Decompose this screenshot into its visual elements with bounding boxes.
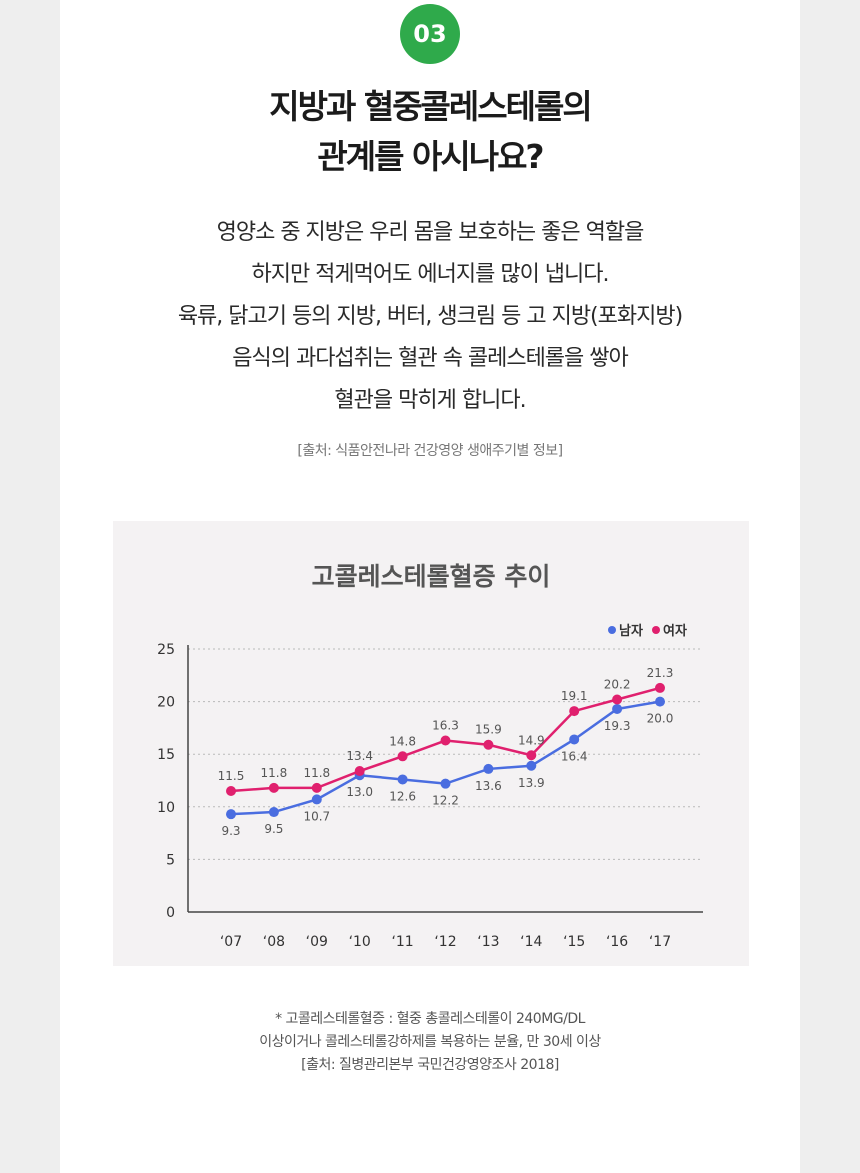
- data-point: [483, 763, 494, 774]
- data-point: [612, 694, 623, 705]
- x-tick-label: ‘17: [649, 934, 671, 950]
- chart-grid: [188, 648, 703, 860]
- data-point: [268, 807, 279, 818]
- data-label: 19.1: [561, 689, 588, 703]
- data-label: 9.3: [221, 824, 240, 838]
- x-tick-label: ‘10: [349, 934, 371, 950]
- source-citation: [출처: 식품안전나라 건강영양 생애주기별 정보]: [297, 443, 563, 459]
- body-line-4: 음식의 과다섭취는 혈관 속 콜레스테롤을 쌓아: [232, 346, 629, 371]
- data-point: [569, 734, 580, 745]
- body-line-5: 혈관을 막히게 합니다.: [334, 388, 526, 413]
- data-point: [483, 739, 494, 750]
- legend-marker: [652, 626, 660, 634]
- line-chart: 고콜레스테롤혈증 추이 남자 여자 0 5 10 15 20 25 ‘07 ‘08 ‘09 ‘10 ‘…: [157, 562, 703, 950]
- chart-series: 9.3 9.5 10.7 13.0 12.6 12.2 13.6 13.9 16.4 19.3 20…: [218, 666, 674, 838]
- data-label: 13.6: [475, 779, 502, 793]
- data-point: [268, 782, 279, 793]
- data-label: 19.3: [604, 719, 631, 733]
- series-male: 9.3 9.5 10.7 13.0 12.6 12.2 13.6 13.9 16.4 19.3 20…: [221, 696, 674, 838]
- data-label: 12.2: [432, 794, 459, 808]
- y-tick-label: 15: [157, 747, 175, 763]
- series-female: 11.5 11.8 11.8 13.4 14.8 16.3 15.9 14.9 19.1 20.2…: [218, 666, 674, 797]
- data-label: 16.3: [432, 719, 459, 733]
- body-line-1: 영양소 중 지방은 우리 몸을 보호하는 좋은 역할을: [216, 220, 645, 245]
- data-label: 11.8: [303, 766, 330, 780]
- data-label: 15.9: [475, 723, 502, 737]
- chart-title: 고콜레스테롤혈증 추이: [312, 562, 551, 591]
- chart-axes: 0 5 10 15 20 25 ‘07 ‘08 ‘09 ‘10 ‘11 ‘12 ‘13 ‘14 ‘15 ‘16…: [157, 642, 703, 950]
- data-point: [569, 706, 580, 717]
- chart-container: 고콜레스테롤혈증 추이 남자 여자 0 5 10 15 20 25 ‘07 ‘08 ‘09 ‘10 ‘…: [113, 521, 749, 966]
- footnote-line-3: [출처: 질병관리본부 국민건강영양조사 2018]: [301, 1057, 559, 1073]
- data-point: [354, 766, 365, 777]
- data-point: [655, 682, 665, 693]
- data-label: 11.5: [218, 769, 245, 783]
- x-tick-label: ‘11: [391, 934, 413, 950]
- body-paragraph: 영양소 중 지방은 우리 몸을 보호하는 좋은 역할을 하지만 적게먹어도 에너…: [0, 212, 860, 422]
- data-label: 12.6: [389, 789, 416, 803]
- x-tick-label: ‘12: [434, 934, 456, 950]
- data-label: 20.2: [604, 677, 631, 691]
- data-point: [655, 696, 665, 707]
- data-label: 10.7: [303, 809, 330, 823]
- y-tick-label: 5: [166, 852, 175, 868]
- data-label: 11.8: [261, 766, 288, 780]
- footnote-line-1: * 고콜레스테롤혈증 : 혈중 총콜레스테롤이 240MG/DL: [275, 1011, 585, 1027]
- data-point: [226, 809, 236, 820]
- data-label: 13.0: [346, 785, 373, 799]
- data-label: 20.0: [647, 712, 674, 726]
- legend-label: 남자: [619, 623, 643, 639]
- data-label: 9.5: [264, 822, 283, 836]
- body-line-3: 육류, 닭고기 등의 지방, 버터, 생크림 등 고 지방(포화지방): [177, 304, 683, 329]
- section-number-badge: 03: [400, 4, 460, 64]
- data-point: [526, 750, 537, 761]
- legend-marker: [608, 626, 616, 634]
- data-label: 14.8: [389, 734, 416, 748]
- data-point: [397, 751, 408, 762]
- chart-footnote: * 고콜레스테롤혈증 : 혈중 총콜레스테롤이 240MG/DL 이상이거나 콜…: [0, 1008, 860, 1077]
- y-tick-label: 10: [157, 800, 175, 816]
- x-tick-label: ‘14: [520, 934, 542, 950]
- data-point: [612, 703, 623, 714]
- x-tick-label: ‘09: [306, 934, 328, 950]
- x-tick-label: ‘07: [220, 934, 242, 950]
- data-point: [526, 760, 537, 771]
- x-tick-label: ‘15: [563, 934, 585, 950]
- data-point: [440, 735, 451, 746]
- x-tick-label: ‘08: [263, 934, 285, 950]
- data-label: 14.9: [518, 733, 545, 747]
- data-point: [397, 774, 408, 785]
- headline-line-2: 관계를 아시나요?: [317, 137, 544, 176]
- data-point: [311, 782, 322, 793]
- x-tick-label: ‘16: [606, 934, 628, 950]
- body-line-2: 하지만 적게먹어도 에너지를 많이 냅니다.: [251, 262, 609, 287]
- data-label: 21.3: [647, 666, 674, 680]
- x-tick-label: ‘13: [477, 934, 499, 950]
- headline: 지방과 혈중콜레스테롤의 관계를 아시나요?: [0, 82, 860, 182]
- data-point: [226, 786, 236, 797]
- chart-legend: 남자 여자: [608, 623, 687, 639]
- data-label: 13.4: [346, 749, 373, 763]
- legend-label: 여자: [663, 623, 687, 639]
- data-point: [440, 778, 451, 789]
- footnote-line-2: 이상이거나 콜레스테롤강하제를 복용하는 분율, 만 30세 이상: [259, 1034, 601, 1050]
- data-label: 13.9: [518, 776, 545, 790]
- y-tick-label: 0: [166, 905, 175, 921]
- headline-line-1: 지방과 혈중콜레스테롤의: [269, 87, 592, 126]
- y-tick-label: 25: [157, 642, 175, 658]
- data-point: [311, 794, 322, 805]
- data-label: 16.4: [561, 749, 588, 763]
- y-tick-label: 20: [157, 695, 175, 711]
